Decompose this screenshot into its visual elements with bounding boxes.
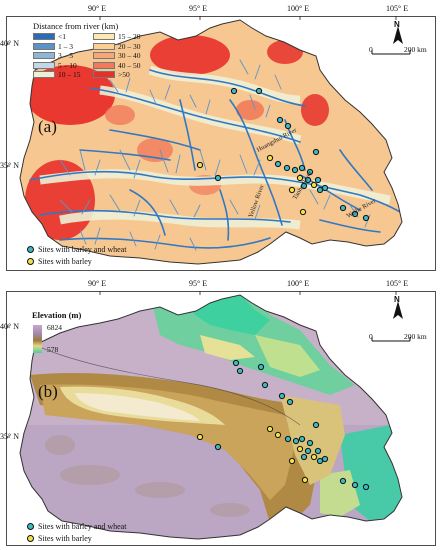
lat-tick-40-b: 40° N (0, 322, 19, 331)
legend-item: 15 – 20 (93, 32, 141, 41)
region-boundary-b (19, 294, 403, 540)
legend-swatch (33, 33, 55, 40)
legend-item-label: 15 – 20 (118, 32, 141, 41)
legend-label: Sites with barley and wheat (38, 245, 127, 254)
legend-item: <1 (33, 32, 66, 41)
legend-item-label: 3 – 5 (58, 51, 73, 60)
elev-min-label: 578 (47, 345, 59, 354)
legend-item-label: >50 (118, 70, 130, 79)
legend-item-label: 1 – 3 (58, 41, 73, 51)
legend-item: 3 – 5 (33, 51, 73, 60)
lon-tick-105-b: 105° E (386, 279, 409, 288)
scale-end: 200 km (404, 45, 427, 54)
panel-label-b: (b) (38, 382, 58, 401)
legend-swatch (93, 71, 115, 78)
north-arrow-icon (393, 301, 403, 319)
legend-item-label: 5 – 10 (58, 60, 77, 70)
legend-item: 40 – 50 (93, 61, 141, 70)
legend-swatch (93, 42, 115, 50)
barley-wheat-dot-icon (27, 246, 34, 253)
legend-item-label: <1 (58, 32, 66, 41)
legend-item: 1 – 3 (33, 42, 73, 51)
sites-layer-b (196, 359, 370, 491)
north-label-b: N (394, 295, 400, 304)
legend-item: 5 – 10 (33, 61, 77, 70)
legend-sites-barley-b: Sites with barley (27, 534, 92, 543)
legend-sites-barley-wheat-b: Sites with barley and wheat (27, 522, 126, 531)
legend-swatch (33, 42, 55, 50)
legend-swatch (33, 52, 55, 59)
map-b-svg (6, 291, 436, 546)
legend-item-label: 30 – 40 (118, 51, 141, 60)
scale-start: 0 (369, 45, 373, 54)
lon-tick-100: 100° E (287, 4, 310, 13)
lon-tick-90-b: 90° E (88, 279, 107, 288)
region-boundary (19, 19, 403, 265)
legend-item: 30 – 40 (93, 51, 141, 60)
legend-item: 20 – 30 (93, 42, 141, 51)
barley-dot-icon (27, 535, 34, 542)
scale-end-b: 200 km (404, 332, 427, 341)
lon-tick-105: 105° E (386, 4, 409, 13)
sites-layer-a (196, 87, 370, 222)
legend-title-distance: Distance from river (km) (33, 21, 119, 31)
legend-label: Sites with barley (38, 534, 92, 543)
barley-dot-icon (27, 258, 34, 265)
map-frame-b (6, 291, 436, 546)
panel-b-elevation-map: 90° E 95° E 100° E 105° E 40° N 35° N El… (0, 275, 440, 550)
legend-swatch (33, 61, 55, 69)
legend-label: Sites with barley and wheat (38, 522, 127, 531)
legend-item-label: 20 – 30 (118, 41, 141, 51)
north-arrow-icon (393, 26, 403, 44)
lon-tick-100-b: 100° E (287, 279, 310, 288)
lon-tick-95: 95° E (189, 4, 208, 13)
elevation-colorbar (33, 325, 42, 353)
legend-item-label: 40 – 50 (118, 60, 141, 70)
legend-swatch (93, 61, 115, 69)
scale-start-b: 0 (369, 332, 373, 341)
lon-tick-90: 90° E (88, 4, 107, 13)
legend-swatch (93, 33, 115, 40)
legend-title-elevation: Elevation (m) (32, 310, 82, 320)
scale-bar-b (371, 337, 411, 342)
legend-item-label: 10 – 15 (58, 70, 81, 79)
lon-tick-95-b: 95° E (189, 279, 208, 288)
panel-label-a: (a) (38, 117, 57, 136)
map-a-svg: Huangshui River Yellow River Taohe River… (6, 16, 436, 271)
lat-tick-40: 40° N (0, 39, 19, 48)
lat-tick-35: 35° N (0, 161, 19, 170)
legend-sites-barley: Sites with barley (27, 257, 92, 266)
elev-max-label: 6824 (47, 323, 62, 332)
panel-a-distance-map: Huangshui River Yellow River Taohe River… (0, 4, 436, 271)
legend-swatch (33, 71, 55, 78)
legend-sites-barley-wheat: Sites with barley and wheat (27, 245, 126, 254)
legend-label: Sites with barley (38, 257, 92, 266)
legend-item: 10 – 15 (33, 70, 81, 79)
legend-item: >50 (93, 70, 130, 79)
barley-wheat-dot-icon (27, 523, 34, 530)
legend-swatch (93, 52, 115, 59)
map-frame (6, 16, 436, 271)
north-label: N (394, 20, 400, 29)
lat-tick-35-b: 35° N (0, 432, 19, 441)
scale-bar-a (371, 50, 411, 55)
